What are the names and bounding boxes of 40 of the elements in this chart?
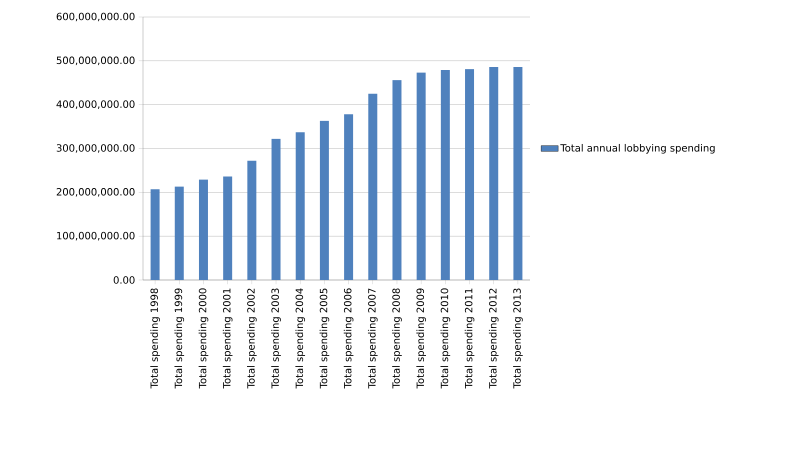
x-tick-label: Total spending 2009 xyxy=(416,288,426,388)
bar xyxy=(272,138,281,280)
x-tick-label: Total spending 2008 xyxy=(392,288,402,388)
x-tick-label: Total spending 2004 xyxy=(295,288,306,388)
x-tick-label: Total spending 2011 xyxy=(464,288,474,388)
bar xyxy=(296,132,305,280)
bar xyxy=(368,94,378,280)
x-tick-label: Total spending 2001 xyxy=(222,288,232,388)
x-tick-label: Total spending 2003 xyxy=(271,288,281,388)
x-tick-label: Total spending 2005 xyxy=(320,288,330,388)
bar xyxy=(440,70,450,280)
bar xyxy=(174,186,184,280)
x-tick-label: Total spending 2012 xyxy=(488,288,499,388)
bar xyxy=(198,180,208,280)
y-tick-label: 0.00 xyxy=(114,276,135,284)
bar xyxy=(150,189,160,280)
x-tick-label: Total spending 2010 xyxy=(440,288,450,388)
bar xyxy=(320,120,329,280)
x-tick-label: Total spending 1999 xyxy=(174,288,184,388)
y-tick-label: 100,000,000.00 xyxy=(57,232,135,240)
y-tick-label: 600,000,000.00 xyxy=(56,12,135,22)
x-tick-label: Total spending 2002 xyxy=(247,288,257,388)
bar xyxy=(344,114,354,280)
bar xyxy=(223,176,232,280)
legend-label: Total annual lobbying spending xyxy=(560,144,715,154)
x-tick-label: Total spending 2013 xyxy=(513,288,523,388)
x-tick-label: Total spending 2000 xyxy=(198,288,208,388)
x-tick-label: Total spending 1998 xyxy=(150,288,160,388)
x-tick-label: Total spending 2006 xyxy=(344,288,354,388)
y-tick-label: 500,000,000.00 xyxy=(56,56,135,66)
bar xyxy=(416,72,426,280)
y-tick-label: 300,000,000.00 xyxy=(56,144,135,153)
x-tick-label: Total spending 2007 xyxy=(368,288,378,388)
y-tick-label: 200,000,000.00 xyxy=(56,188,135,197)
bar xyxy=(247,160,256,280)
bar xyxy=(465,69,474,280)
y-tick-label: 400,000,000.00 xyxy=(56,100,135,109)
bar xyxy=(513,66,522,280)
bar xyxy=(489,66,498,280)
bar xyxy=(392,80,402,280)
